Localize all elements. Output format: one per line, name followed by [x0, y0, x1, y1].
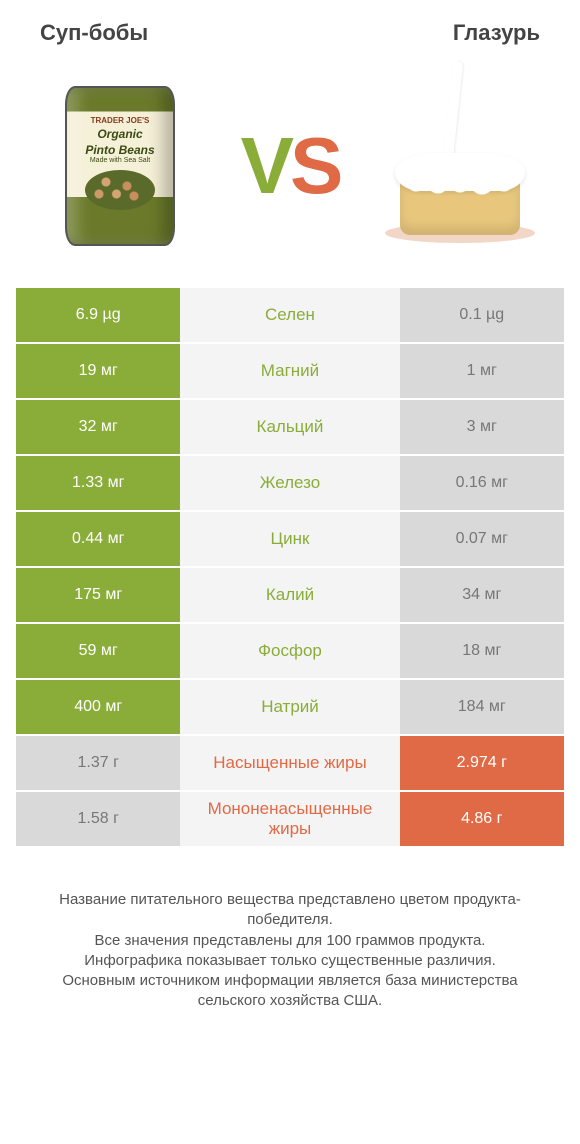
- right-value: 1 мг: [400, 344, 564, 398]
- nutrient-name: Магний: [180, 344, 399, 398]
- footer-line-1: Название питательного вещества представл…: [28, 890, 552, 931]
- right-value: 34 мг: [400, 568, 564, 622]
- beans-illustration: [85, 170, 155, 210]
- footer-line-3: Инфографика показывает только существенн…: [28, 951, 552, 971]
- table-row: 59 мгФосфор18 мг: [16, 622, 564, 678]
- left-value: 32 мг: [16, 400, 180, 454]
- right-value: 3 мг: [400, 400, 564, 454]
- cake-illustration: [380, 71, 540, 261]
- table-row: 400 мгНатрий184 мг: [16, 678, 564, 734]
- left-value: 19 мг: [16, 344, 180, 398]
- vs-row: TRADER JOE'S Organic Pinto Beans Made wi…: [0, 56, 580, 286]
- cake-frosting: [395, 153, 525, 191]
- nutrient-name: Насыщенные жиры: [180, 736, 399, 790]
- table-row: 32 мгКальций3 мг: [16, 398, 564, 454]
- table-row: 1.58 гМононенасыщенные жиры4.86 г: [16, 790, 564, 846]
- footer-line-4: Основным источником информации является …: [28, 971, 552, 1012]
- footer-line-2: Все значения представлены для 100 граммо…: [28, 931, 552, 951]
- left-value: 400 мг: [16, 680, 180, 734]
- nutrient-name: Кальций: [180, 400, 399, 454]
- left-value: 1.33 мг: [16, 456, 180, 510]
- right-value: 0.1 µg: [400, 288, 564, 342]
- can-sub: Made with Sea Salt: [90, 157, 150, 164]
- nutrient-name: Калий: [180, 568, 399, 622]
- nutrient-name: Железо: [180, 456, 399, 510]
- left-product-image: TRADER JOE'S Organic Pinto Beans Made wi…: [40, 71, 200, 261]
- left-value: 1.37 г: [16, 736, 180, 790]
- table-row: 6.9 µgСелен0.1 µg: [16, 286, 564, 342]
- right-value: 0.07 мг: [400, 512, 564, 566]
- nutrient-name: Селен: [180, 288, 399, 342]
- right-value: 184 мг: [400, 680, 564, 734]
- nutrient-name: Фосфор: [180, 624, 399, 678]
- right-value: 4.86 г: [400, 792, 564, 846]
- vs-v: V: [241, 121, 290, 210]
- nutrient-name: Мононенасыщенные жиры: [180, 792, 399, 846]
- can-name-1: Organic: [97, 127, 142, 141]
- can-brand: TRADER JOE'S: [91, 116, 150, 125]
- can-name-2: Pinto Beans: [85, 143, 154, 157]
- right-product-title: Глазурь: [453, 20, 540, 46]
- table-row: 0.44 мгЦинк0.07 мг: [16, 510, 564, 566]
- right-value: 18 мг: [400, 624, 564, 678]
- left-value: 1.58 г: [16, 792, 180, 846]
- nutrient-name: Цинк: [180, 512, 399, 566]
- footer-notes: Название питательного вещества представл…: [0, 846, 580, 1032]
- left-value: 0.44 мг: [16, 512, 180, 566]
- right-product-image: [380, 71, 540, 261]
- nutrient-table: 6.9 µgСелен0.1 µg19 мгМагний1 мг32 мгКал…: [0, 286, 580, 846]
- vs-label: VS: [241, 120, 340, 212]
- vs-s: S: [290, 121, 339, 210]
- header: Суп-бобы Глазурь: [0, 0, 580, 56]
- table-row: 175 мгКалий34 мг: [16, 566, 564, 622]
- nutrient-name: Натрий: [180, 680, 399, 734]
- left-value: 6.9 µg: [16, 288, 180, 342]
- table-row: 19 мгМагний1 мг: [16, 342, 564, 398]
- left-value: 59 мг: [16, 624, 180, 678]
- frosting-pour: [443, 61, 463, 161]
- table-row: 1.33 мгЖелезо0.16 мг: [16, 454, 564, 510]
- left-value: 175 мг: [16, 568, 180, 622]
- left-product-title: Суп-бобы: [40, 20, 148, 46]
- right-value: 2.974 г: [400, 736, 564, 790]
- right-value: 0.16 мг: [400, 456, 564, 510]
- table-row: 1.37 гНасыщенные жиры2.974 г: [16, 734, 564, 790]
- beans-can-illustration: TRADER JOE'S Organic Pinto Beans Made wi…: [65, 86, 175, 246]
